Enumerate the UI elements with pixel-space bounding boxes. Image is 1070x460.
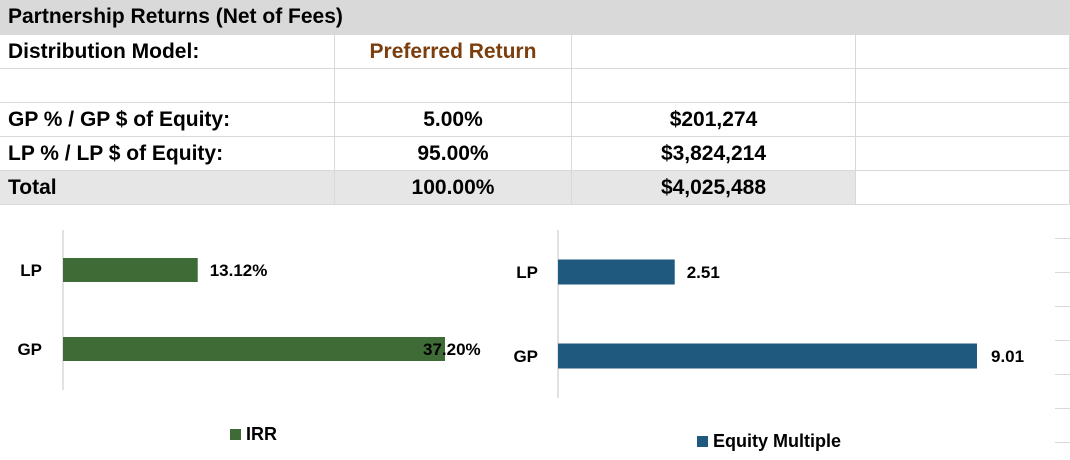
equity-multiple-data-label-lp: 2.51	[687, 263, 720, 282]
distribution-model-row: Distribution Model: Preferred Return	[0, 35, 1070, 69]
lp-equity-row: LP % / LP $ of Equity: 95.00% $3,824,214	[0, 137, 1070, 171]
equity-multiple-legend-label: Equity Multiple	[713, 431, 841, 451]
irr-data-label-gp: 37.20%	[423, 340, 481, 359]
equity-multiple-category-label-lp: LP	[516, 263, 538, 282]
empty-cell[interactable]	[0, 69, 335, 103]
total-percent[interactable]: 100.00%	[335, 171, 572, 205]
distribution-model-label[interactable]: Distribution Model:	[0, 35, 335, 69]
table-title[interactable]: Partnership Returns (Net of Fees)	[0, 0, 1070, 35]
lp-equity-percent[interactable]: 95.00%	[335, 137, 572, 171]
gp-equity-amount[interactable]: $201,274	[572, 103, 856, 137]
lp-equity-label[interactable]: LP % / LP $ of Equity:	[0, 137, 335, 171]
gridline-stub	[1055, 442, 1070, 443]
equity-multiple-category-label-gp: GP	[513, 347, 538, 366]
gp-equity-label[interactable]: GP % / GP $ of Equity:	[0, 103, 335, 137]
irr-legend-swatch	[230, 429, 241, 440]
empty-cell[interactable]	[572, 35, 856, 69]
irr-category-label-gp: GP	[17, 340, 42, 359]
irr-category-label-lp: LP	[20, 261, 42, 280]
irr-bar-gp[interactable]	[63, 337, 445, 361]
distribution-model-value[interactable]: Preferred Return	[335, 35, 572, 69]
irr-bar-lp[interactable]	[63, 258, 198, 282]
equity-multiple-legend-swatch	[697, 436, 708, 447]
empty-cell[interactable]	[572, 69, 856, 103]
total-label[interactable]: Total	[0, 171, 335, 205]
gridline-stub	[1055, 408, 1070, 409]
gp-equity-row: GP % / GP $ of Equity: 5.00% $201,274	[0, 103, 1070, 137]
irr-data-label-lp: 13.12%	[210, 261, 268, 280]
empty-cell[interactable]	[335, 69, 572, 103]
gridline-stub	[1055, 306, 1070, 307]
equity-multiple-bar-lp[interactable]	[558, 259, 675, 285]
gridline-stub	[1055, 374, 1070, 375]
total-amount[interactable]: $4,025,488	[572, 171, 856, 205]
partnership-returns-table: Partnership Returns (Net of Fees) Distri…	[0, 0, 1070, 205]
equity-multiple-data-label-gp: 9.01	[991, 347, 1024, 366]
irr-legend[interactable]: IRR	[230, 424, 277, 445]
equity-multiple-bar-gp[interactable]	[558, 343, 977, 369]
total-row: Total 100.00% $4,025,488	[0, 171, 1070, 205]
gridline-stub	[1055, 272, 1070, 273]
gridline-stub	[1055, 238, 1070, 239]
table-title-row: Partnership Returns (Net of Fees)	[0, 0, 1070, 35]
lp-equity-amount[interactable]: $3,824,214	[572, 137, 856, 171]
gp-equity-percent[interactable]: 5.00%	[335, 103, 572, 137]
gridline-stub	[1055, 340, 1070, 341]
irr-legend-label: IRR	[246, 424, 277, 444]
equity-multiple-legend[interactable]: Equity Multiple	[697, 431, 841, 452]
